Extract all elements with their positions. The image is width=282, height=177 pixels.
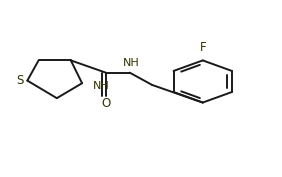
Text: NH: NH (123, 58, 140, 68)
Text: S: S (16, 74, 23, 87)
Text: NH: NH (93, 81, 110, 91)
Text: F: F (199, 41, 206, 54)
Text: O: O (101, 97, 111, 110)
